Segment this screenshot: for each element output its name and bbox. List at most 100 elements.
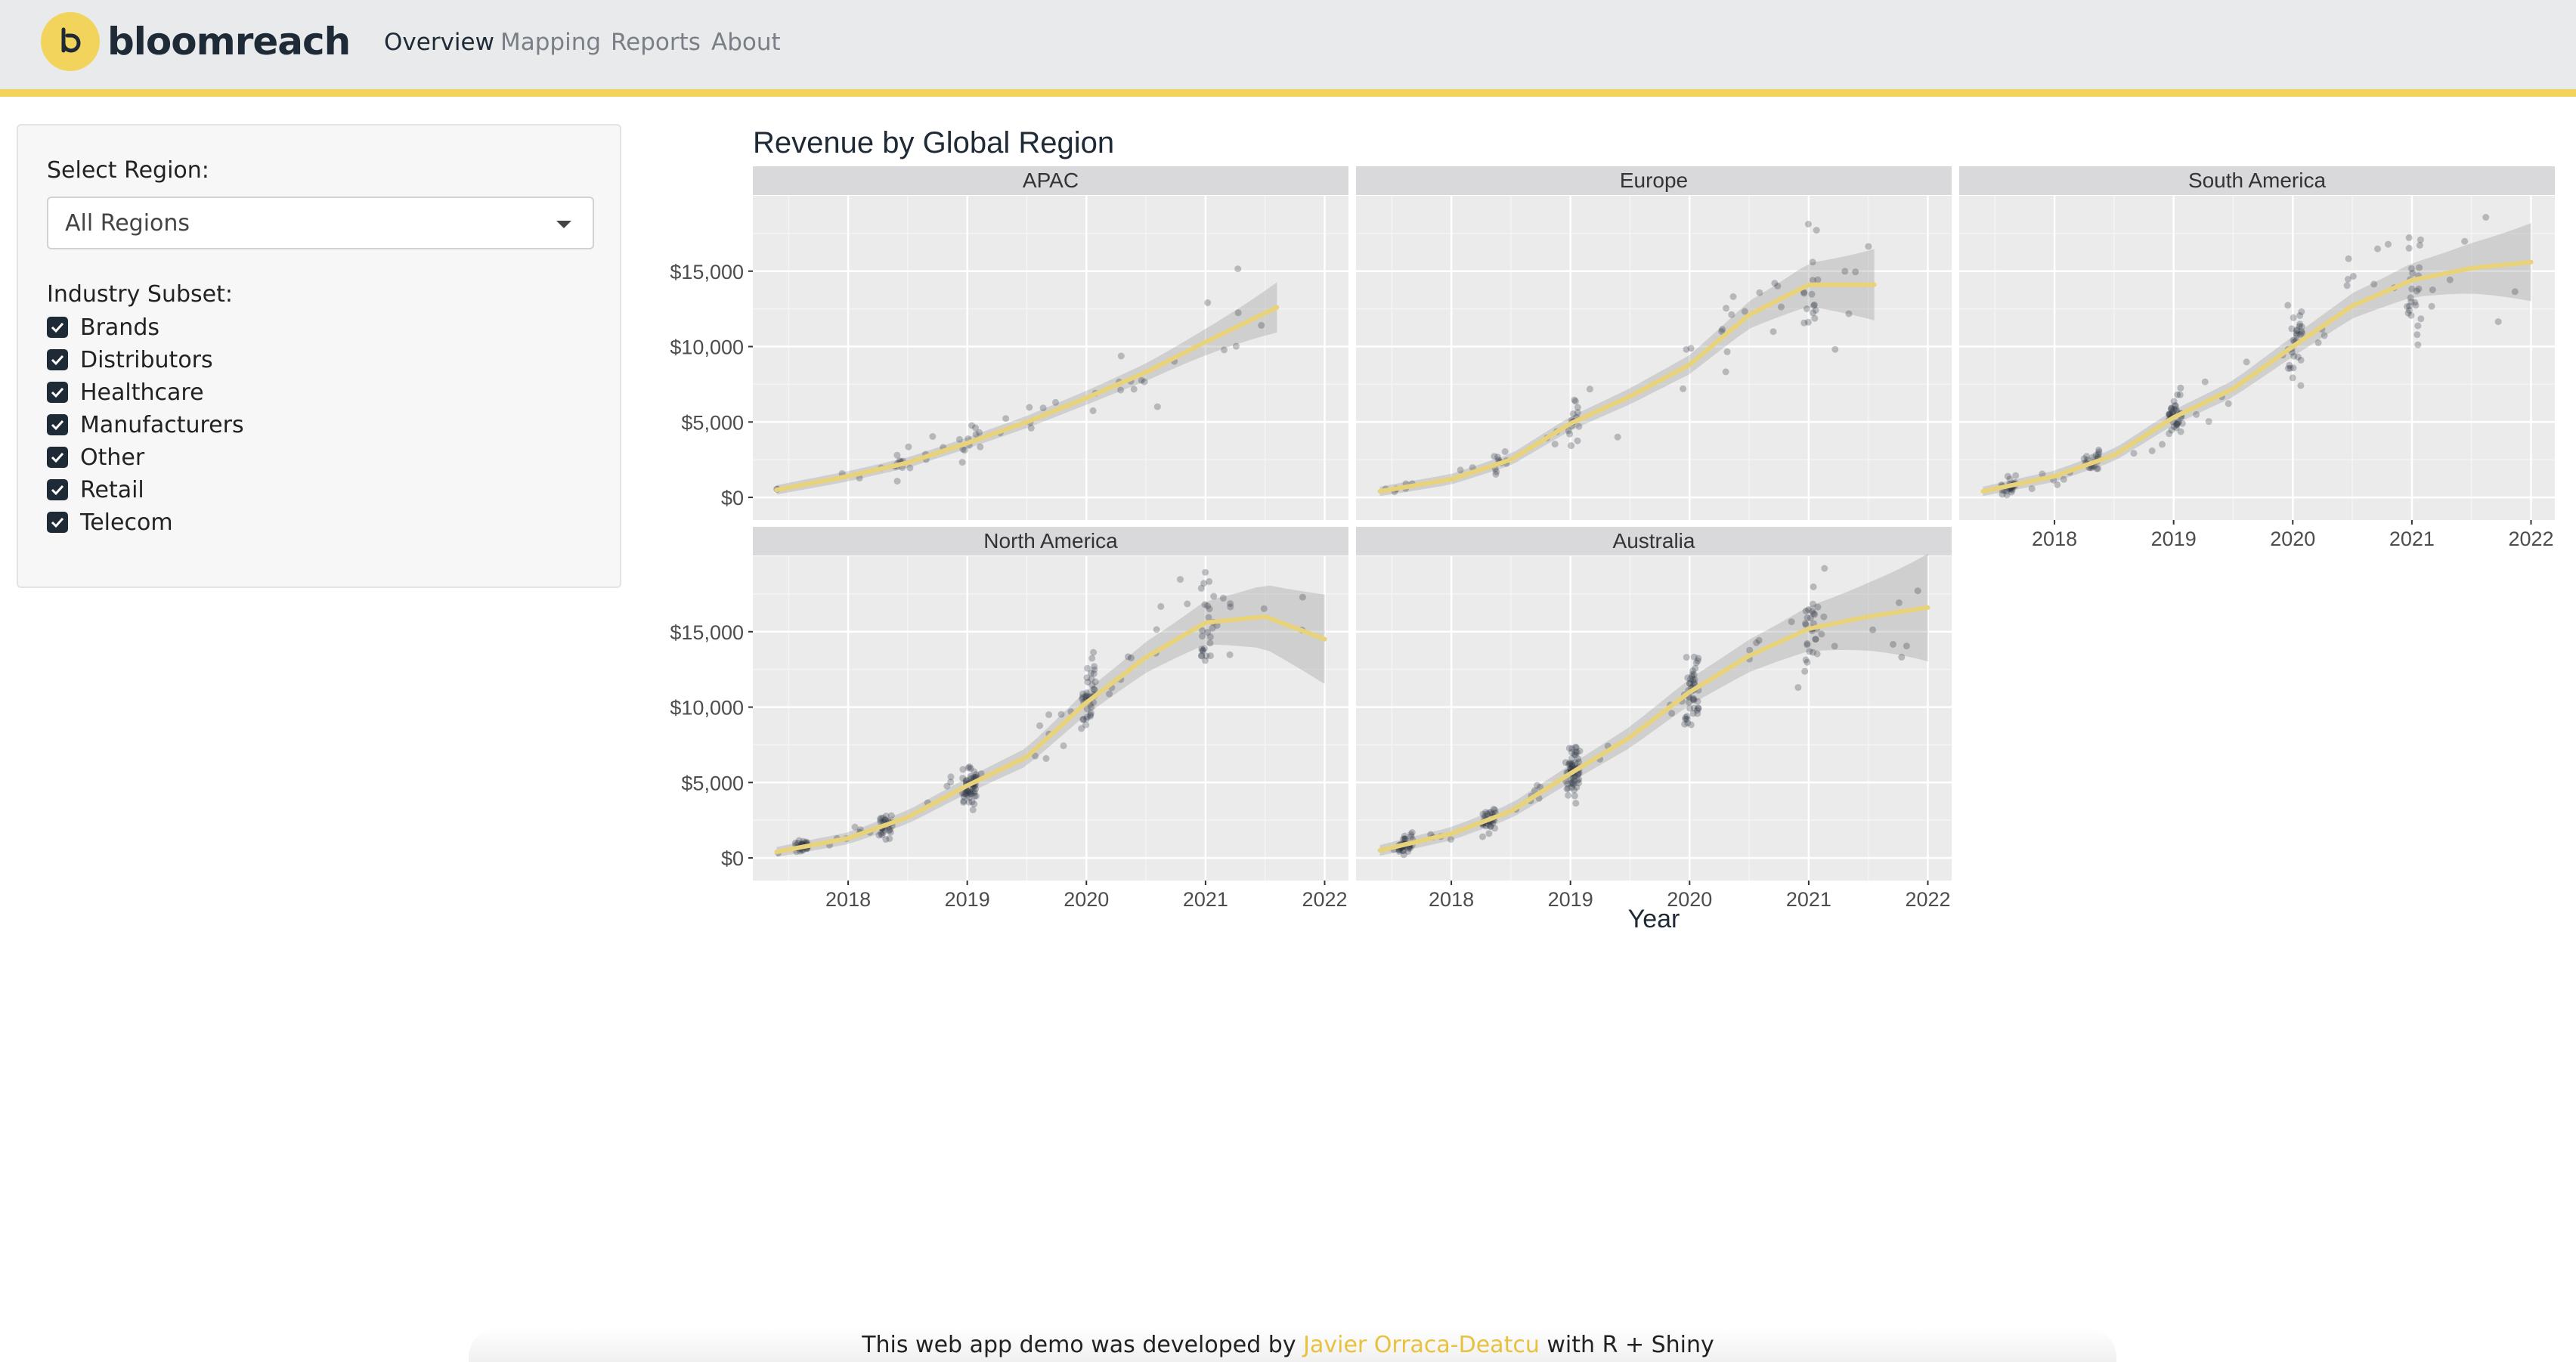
data-point bbox=[2298, 323, 2305, 330]
panel-background bbox=[1959, 196, 2555, 520]
nav-overview[interactable]: Overview bbox=[384, 29, 494, 56]
checkmark-icon[interactable] bbox=[47, 414, 68, 435]
nav-about[interactable]: About bbox=[711, 29, 781, 56]
data-point bbox=[2298, 308, 2305, 315]
data-point bbox=[2170, 398, 2178, 405]
data-point bbox=[1690, 653, 1698, 661]
data-point bbox=[887, 828, 894, 836]
data-point bbox=[2178, 419, 2186, 427]
data-point bbox=[1091, 663, 1098, 670]
y-tick-label: $0 bbox=[721, 487, 744, 509]
data-point bbox=[977, 770, 985, 778]
checkmark-icon[interactable] bbox=[47, 512, 68, 533]
data-point bbox=[1778, 303, 1785, 311]
data-point bbox=[1401, 835, 1408, 843]
y-tick-label: $5,000 bbox=[681, 411, 744, 434]
data-point bbox=[1200, 580, 1208, 587]
data-point bbox=[2173, 422, 2181, 429]
author-link[interactable]: Javier Orraca-Deatcu bbox=[1303, 1332, 1540, 1358]
data-point bbox=[1801, 620, 1809, 627]
data-point bbox=[1801, 667, 1809, 675]
data-point bbox=[2408, 285, 2416, 293]
data-point bbox=[2205, 418, 2212, 426]
data-point bbox=[2511, 288, 2519, 296]
checkmark-icon[interactable] bbox=[47, 479, 68, 500]
data-point bbox=[958, 459, 966, 466]
data-point bbox=[2296, 312, 2304, 319]
data-point bbox=[964, 788, 972, 795]
data-point bbox=[1042, 755, 1050, 762]
data-point bbox=[1568, 760, 1576, 767]
data-point bbox=[1568, 748, 1575, 756]
data-point bbox=[1566, 760, 1574, 768]
data-point bbox=[1686, 698, 1692, 706]
checkmark-icon[interactable] bbox=[47, 317, 68, 338]
data-point bbox=[1201, 601, 1209, 608]
data-point bbox=[1447, 836, 1454, 844]
data-point bbox=[2296, 331, 2304, 339]
nav-reports[interactable]: Reports bbox=[611, 29, 701, 56]
data-point bbox=[1692, 659, 1700, 667]
data-point bbox=[1814, 276, 1822, 283]
data-point bbox=[2175, 419, 2182, 426]
checkbox-label: Retail bbox=[80, 477, 144, 503]
brand-name[interactable]: bloomreach bbox=[107, 20, 351, 63]
data-point bbox=[1568, 754, 1576, 762]
data-point bbox=[2289, 374, 2296, 382]
y-tick-label: $0 bbox=[721, 847, 744, 870]
checkmark-icon[interactable] bbox=[47, 349, 68, 370]
data-point bbox=[1234, 309, 1242, 317]
data-point bbox=[1486, 809, 1494, 816]
data-point bbox=[1575, 423, 1583, 430]
data-point bbox=[1157, 602, 1165, 610]
data-point bbox=[2288, 325, 2296, 333]
data-point bbox=[2130, 450, 2138, 457]
smooth-trend-line bbox=[774, 305, 1280, 493]
x-tick-label: 2019 bbox=[945, 888, 990, 911]
data-point bbox=[2494, 318, 2502, 326]
data-point bbox=[2225, 400, 2232, 407]
smooth-trend-line bbox=[1377, 282, 1877, 494]
data-point bbox=[964, 792, 971, 800]
data-point bbox=[2406, 307, 2413, 314]
data-point bbox=[1082, 715, 1090, 723]
data-point bbox=[2287, 364, 2294, 372]
data-point bbox=[969, 806, 977, 813]
checkmark-icon[interactable] bbox=[47, 382, 68, 403]
data-point bbox=[1494, 453, 1501, 461]
bloomreach-b-icon[interactable] bbox=[41, 12, 100, 71]
data-point bbox=[2446, 276, 2454, 283]
data-point bbox=[2012, 472, 2020, 479]
footer-prefix: This web app demo was developed by bbox=[862, 1332, 1304, 1358]
data-point bbox=[877, 816, 884, 823]
data-point bbox=[1090, 686, 1098, 693]
panel-background bbox=[753, 196, 1348, 520]
data-point bbox=[2293, 326, 2301, 333]
data-point bbox=[1501, 448, 1509, 455]
data-point bbox=[1088, 704, 1095, 711]
chart-title: Revenue by Global Region bbox=[753, 126, 1114, 159]
data-point bbox=[968, 791, 975, 798]
checkmark-icon[interactable] bbox=[47, 447, 68, 468]
nav-mapping[interactable]: Mapping bbox=[500, 29, 602, 56]
data-point bbox=[1694, 698, 1701, 705]
x-tick-label: 2022 bbox=[1905, 888, 1950, 911]
data-point bbox=[1810, 648, 1816, 656]
x-tick-label: 2021 bbox=[2389, 528, 2435, 550]
data-point bbox=[1084, 714, 1091, 721]
facet-label: Australia bbox=[1613, 529, 1695, 553]
data-point bbox=[1079, 716, 1087, 723]
data-point bbox=[1079, 695, 1086, 703]
data-point bbox=[2170, 423, 2178, 430]
data-point bbox=[1804, 221, 1812, 228]
data-point bbox=[795, 837, 803, 844]
data-point bbox=[1564, 780, 1571, 788]
region-select[interactable]: All Regions bbox=[47, 197, 594, 249]
data-point bbox=[879, 814, 887, 822]
x-tick-label: 2020 bbox=[2270, 528, 2315, 550]
data-point bbox=[2290, 336, 2297, 344]
data-point bbox=[1694, 657, 1701, 664]
data-point bbox=[970, 789, 977, 797]
data-point bbox=[960, 793, 968, 800]
x-tick-label: 2019 bbox=[2151, 528, 2197, 550]
